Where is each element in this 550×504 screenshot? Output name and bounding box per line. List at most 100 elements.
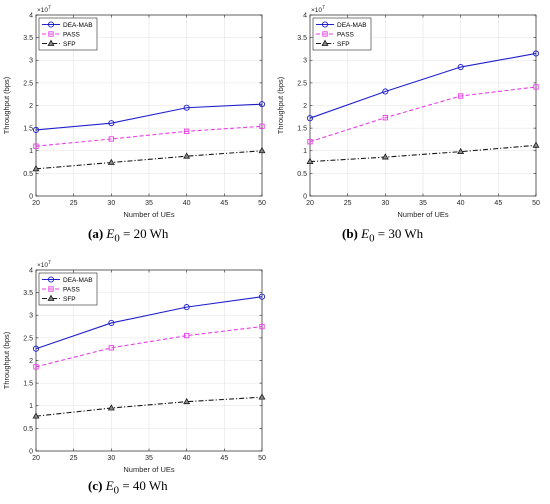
legend: DEA-MAB PASS SFP	[38, 272, 98, 306]
data-point-sfp	[258, 146, 266, 154]
y-tick-label: 3	[29, 313, 33, 320]
data-point-sfp	[183, 152, 191, 159]
data-point-dea-mab	[532, 50, 540, 57]
x-tick-label: 25	[70, 455, 78, 462]
y-axis-multiplier: ×107	[37, 260, 51, 269]
y-tick-label: 3.5	[297, 35, 307, 42]
series-line-dea-mab	[35, 103, 263, 131]
data-point-pass	[533, 84, 539, 90]
y-tick-label: 1.5	[297, 126, 307, 133]
data-point-pass	[307, 139, 313, 145]
data-point-dea-mab	[183, 304, 190, 311]
data-point-sfp	[32, 412, 40, 419]
caption-c-var: E	[105, 478, 114, 493]
series-line-sfp	[35, 396, 263, 417]
y-axis-multiplier: ×107	[311, 5, 325, 14]
y-tick-label: 0	[29, 448, 33, 455]
multiplier-exponent: 7	[48, 5, 51, 11]
data-point-pass	[33, 364, 39, 370]
legend-marker-pass	[48, 286, 54, 292]
y-tick-label: 4	[303, 12, 307, 19]
chart-c-plot: 20 25 30 35 40 45 50 0 0.5 1 1.5 2 2.5 3 3.5 4 ×107 Numbe…	[2, 260, 266, 474]
multiplier-base: ×10	[37, 262, 48, 269]
data-point-pass	[184, 128, 190, 134]
y-tick-label: 2	[29, 103, 33, 110]
series-line-pass	[35, 326, 263, 368]
caption-a-sub: 0	[114, 232, 120, 245]
data-point-pass	[382, 115, 388, 121]
y-tick-label: 0	[303, 193, 307, 200]
y-tick-label: 0	[29, 193, 33, 200]
series-line-sfp	[309, 144, 537, 163]
multiplier-exponent: 7	[48, 260, 51, 266]
data-point-dea-mab	[258, 101, 266, 108]
x-axis-label: Number of UEs	[123, 465, 175, 474]
series-line-pass	[35, 125, 263, 147]
data-point-dea-mab	[108, 319, 115, 326]
y-tick-label: 4	[29, 12, 33, 19]
series-pass	[33, 323, 265, 370]
data-point-dea-mab	[32, 345, 40, 352]
x-tick-label: 40	[183, 455, 191, 462]
x-tick-label: 40	[183, 200, 191, 207]
data-point-pass	[259, 123, 265, 129]
y-tick-label: 4	[29, 267, 33, 274]
y-tick-label: 3	[29, 58, 33, 65]
y-tick-label: 2.5	[297, 80, 307, 87]
series-sfp	[32, 146, 266, 172]
legend-marker-sfp	[47, 294, 55, 301]
legend-label-pass: PASS	[337, 31, 355, 38]
multiplier-base: ×10	[311, 7, 322, 14]
y-tick-label: 0.5	[297, 171, 307, 178]
data-point-dea-mab	[457, 63, 464, 71]
x-tick-label: 50	[532, 200, 540, 207]
y-tick-label: 3.5	[23, 35, 33, 42]
y-tick-label: 1	[303, 148, 307, 155]
x-tick-label: 20	[32, 200, 40, 207]
data-point-pass	[259, 323, 265, 330]
x-tick-label: 35	[145, 200, 153, 207]
caption-b-rest: = 30 Wh	[374, 226, 424, 241]
legend-marker-dea-mab	[321, 21, 329, 28]
data-point-pass	[184, 332, 190, 339]
legend-marker-sfp	[47, 39, 55, 46]
x-tick-label: 30	[107, 200, 115, 207]
legend-marker-dea-mab	[47, 276, 55, 283]
series-line-dea-mab	[309, 52, 537, 119]
y-tick-label: 1	[29, 403, 33, 410]
legend-label-sfp: SFP	[63, 41, 76, 48]
multiplier-exponent: 7	[322, 5, 325, 11]
data-point-pass	[108, 136, 114, 142]
data-point-dea-mab	[32, 126, 40, 133]
legend-label-sfp: SFP	[63, 296, 76, 303]
y-tick-label: 2.5	[23, 80, 33, 87]
y-tick-label: 0.5	[23, 426, 33, 433]
data-point-sfp	[32, 165, 40, 172]
series-pass	[33, 123, 265, 149]
legend-marker-dea-mab	[47, 21, 55, 28]
caption-a-letter: (a)	[88, 226, 104, 241]
data-point-dea-mab	[258, 293, 266, 300]
chart-b: 20 25 30 35 40 45 50 0 0.5 1 1.5 2 2.5 3 3.5 4 ×107 Numbe…	[274, 0, 546, 220]
x-tick-label: 20	[306, 200, 314, 207]
y-tick-label: 2	[303, 103, 307, 110]
x-tick-label: 50	[258, 455, 266, 462]
y-tick-label: 2	[29, 358, 33, 365]
legend-marker-pass	[322, 31, 328, 37]
data-point-pass	[33, 143, 39, 149]
chart-b-plot: 20 25 30 35 40 45 50 0 0.5 1 1.5 2 2.5 3 3.5 4 ×107 Numbe…	[276, 5, 540, 219]
y-axis-label: Throughput (bps)	[276, 76, 285, 134]
series-line-sfp	[35, 150, 263, 170]
caption-b-var: E	[361, 226, 370, 241]
y-tick-label: 3.5	[23, 290, 33, 297]
caption-b: (b) E0 = 30 Wh	[342, 226, 423, 245]
data-point-sfp	[107, 404, 115, 411]
y-tick-label: 2.5	[23, 335, 33, 342]
series-dea-mab	[32, 101, 266, 133]
x-tick-label: 40	[457, 200, 465, 207]
data-point-sfp	[532, 141, 540, 148]
data-point-dea-mab	[306, 115, 314, 122]
y-tick-label: 1.5	[23, 126, 33, 133]
x-tick-label: 45	[220, 455, 228, 462]
x-tick-label: 30	[107, 455, 115, 462]
